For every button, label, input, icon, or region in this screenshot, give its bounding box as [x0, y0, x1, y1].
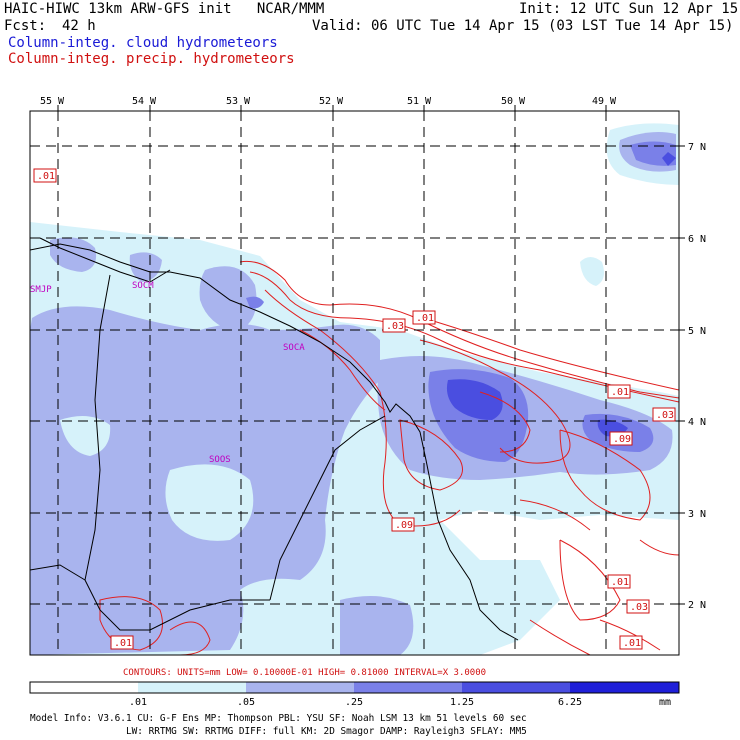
field-title-precip: Column-integ. precip. hydrometeors	[8, 51, 295, 67]
forecast-label: Fcst:	[4, 18, 47, 34]
svg-text:.01: .01	[611, 387, 629, 398]
scale-tick-label: .25	[345, 697, 363, 708]
model-info-line1: Model Info: V3.6.1 CU: G-F Ens MP: Thomp…	[30, 713, 527, 724]
scale-tick-label: 6.25	[558, 697, 582, 708]
svg-text:.01: .01	[623, 638, 641, 649]
station-label: SOOS	[209, 455, 231, 465]
map-frame	[29, 110, 680, 656]
lon-label: 50 W	[501, 96, 526, 107]
svg-text:.01: .01	[37, 171, 55, 182]
scale-tick-label: .05	[237, 697, 255, 708]
contour-label: .01	[619, 635, 643, 650]
contour-label: .09	[391, 517, 415, 532]
lat-label: 3 N	[688, 509, 706, 520]
contour-info: CONTOURS: UNITS=mm LOW= 0.10000E-01 HIGH…	[123, 668, 486, 678]
lon-label: 49 W	[592, 96, 617, 107]
lat-label: 6 N	[688, 234, 706, 245]
svg-text:.01: .01	[114, 638, 132, 649]
svg-text:.03: .03	[386, 321, 404, 332]
contour-label: .03	[626, 599, 650, 614]
color-scale	[29, 681, 680, 694]
forecast-hour: 42 h	[62, 18, 96, 34]
lon-label: 53 W	[226, 96, 251, 107]
contour-label: .01	[110, 635, 134, 650]
plot-title: HAIC-HIWC 13km ARW-GFS init NCAR/MMM	[4, 1, 325, 17]
svg-text:.03: .03	[656, 410, 674, 421]
coastline	[30, 237, 519, 641]
svg-text:.01: .01	[416, 313, 434, 324]
lat-label: 7 N	[688, 142, 706, 153]
precip-contours	[99, 260, 679, 655]
scale-tick-label: 1.25	[450, 697, 474, 708]
lon-label: 52 W	[319, 96, 344, 107]
svg-text:.01: .01	[611, 577, 629, 588]
svg-text:.09: .09	[395, 520, 413, 531]
lon-label: 55 W	[40, 96, 65, 107]
lat-label: 5 N	[688, 326, 706, 337]
model-info-line2: LW: RRTMG SW: RRTMG DIFF: full KM: 2D Sm…	[126, 726, 527, 737]
contour-label: .09	[609, 431, 633, 446]
contour-label: .03	[652, 407, 676, 422]
cloud-hydrometeor-shading	[30, 123, 679, 655]
svg-text:.03: .03	[630, 602, 648, 613]
scale-unit: mm	[659, 697, 671, 708]
lon-label: 51 W	[407, 96, 432, 107]
lon-label: 54 W	[132, 96, 157, 107]
lat-label: 2 N	[688, 600, 706, 611]
field-title-cloud: Column-integ. cloud hydrometeors	[8, 35, 278, 51]
station-label: SOCA	[283, 343, 305, 353]
contour-label: .03	[382, 318, 406, 333]
axis-ticks	[57, 105, 685, 605]
contour-label: .01	[33, 168, 57, 183]
svg-text:.09: .09	[613, 434, 631, 445]
init-time: Init: 12 UTC Sun 12 Apr 15	[519, 1, 739, 17]
valid-time: Valid: 06 UTC Tue 14 Apr 15 (03 LST Tue …	[312, 18, 734, 34]
lat-label: 4 N	[688, 417, 706, 428]
contour-label: .01	[412, 310, 436, 325]
lat-lon-grid	[30, 111, 679, 655]
station-label: SMJP	[30, 285, 52, 295]
contour-label: .01	[607, 384, 631, 399]
station-label: SOCM	[132, 281, 154, 291]
scale-tick-label: .01	[129, 697, 147, 708]
contour-label: .01	[607, 574, 631, 589]
